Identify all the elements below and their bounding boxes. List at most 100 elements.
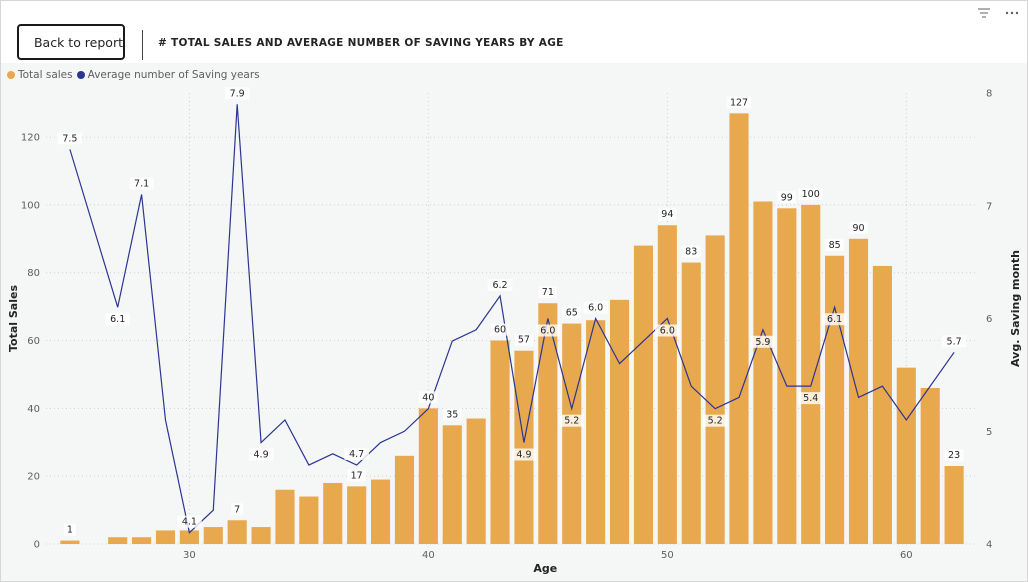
bar-label-bg <box>798 187 824 200</box>
line-label-bg <box>487 278 513 291</box>
x-tick-label: 50 <box>661 550 674 561</box>
bar-data-label: 17 <box>351 470 363 481</box>
line-label-bg <box>702 414 728 427</box>
bar-label-bg <box>538 286 558 299</box>
bar-data-label: 83 <box>685 247 697 258</box>
bar <box>896 367 916 544</box>
line-label-bg <box>177 515 202 528</box>
bar-data-label: 35 <box>446 409 458 420</box>
x-tick-label: 40 <box>422 550 435 561</box>
line-data-label: 5.2 <box>564 416 579 427</box>
legend-dot-avg-saving-years <box>76 71 85 79</box>
y-tick-label: 120 <box>21 133 40 144</box>
line-label-bg <box>248 448 274 461</box>
back-to-report-button[interactable]: Back to report <box>17 24 125 60</box>
y-tick-label: 100 <box>21 200 40 211</box>
legend-dot-total-sales <box>7 71 15 79</box>
bar <box>562 323 582 544</box>
bar <box>872 265 892 544</box>
more-options-icon[interactable] <box>1005 7 1019 19</box>
bar-data-label: 57 <box>518 335 530 346</box>
y-tick-label: 40 <box>27 404 40 415</box>
line-data-label: 4.9 <box>254 450 269 461</box>
bar <box>681 262 701 544</box>
bar-label-bg <box>63 523 76 536</box>
x-axis-title: Age <box>533 562 557 575</box>
line-label-bg <box>129 177 154 190</box>
bar <box>944 466 964 544</box>
line-label-bg <box>583 301 608 314</box>
line-data-label: 5.7 <box>947 336 962 347</box>
bar <box>538 303 558 544</box>
bar <box>251 527 271 544</box>
line-label-bg <box>750 335 776 348</box>
x-tick-label: 60 <box>900 550 913 561</box>
bar-data-label: 40 <box>422 392 434 403</box>
y-tick-label: 80 <box>27 268 40 279</box>
line-data-label: 5.4 <box>803 393 818 404</box>
bar <box>825 255 845 545</box>
bar <box>705 235 725 544</box>
bar-data-label: 71 <box>542 287 554 298</box>
legend-item-avg-saving-years[interactable]: Average number of Saving years <box>76 69 260 81</box>
bar-label-bg <box>658 208 677 221</box>
line-data-label: 4.7 <box>349 449 364 460</box>
bar <box>920 388 940 544</box>
line-data-label: 6.0 <box>660 326 675 337</box>
line-label-bg <box>535 324 561 337</box>
bar <box>394 455 415 544</box>
line-data-label: 6.1 <box>110 314 125 325</box>
back-button-label: Back to report <box>33 34 123 50</box>
bar <box>108 537 128 544</box>
bar <box>729 113 749 545</box>
line-label-bg <box>655 324 680 337</box>
bar-data-label: 7 <box>234 504 240 515</box>
legend-label-avg-saving-years: Average number of Saving years <box>87 69 260 81</box>
bar <box>371 479 391 544</box>
line-label-bg <box>941 335 967 348</box>
bar-label-bg <box>849 221 868 234</box>
bar <box>179 530 199 544</box>
line-data-label: 6.1 <box>827 314 842 325</box>
bar-data-label: 90 <box>852 223 864 234</box>
bar <box>466 418 486 544</box>
bar <box>586 320 606 544</box>
bar-label-bg <box>514 333 534 346</box>
bar <box>801 204 821 544</box>
bar-data-label: 60 <box>494 325 506 336</box>
y2-tick-label: 7 <box>986 201 992 212</box>
line-data-label: 5.9 <box>755 337 770 348</box>
visual-header: Back to report # TOTAL SALES AND AVERAGE… <box>1 1 1027 63</box>
bar-label-bg <box>944 449 964 462</box>
bar-label-bg <box>682 245 701 258</box>
y2-tick-label: 8 <box>986 89 992 100</box>
y-tick-label: 20 <box>27 472 40 483</box>
y2-tick-label: 4 <box>986 540 992 551</box>
x-tick-label: 30 <box>183 550 196 561</box>
bar-data-label: 23 <box>948 450 960 461</box>
line-data-label: 4.1 <box>182 517 197 528</box>
chart-legend: Total sales Average number of Saving yea… <box>7 69 264 81</box>
line-label-bg <box>798 392 824 405</box>
filter-icon[interactable] <box>977 7 991 19</box>
bar-label-bg <box>490 323 510 336</box>
bar-label-bg <box>562 306 581 319</box>
bar <box>609 299 630 544</box>
line-label-bg <box>224 87 250 100</box>
line-label-bg <box>822 313 847 326</box>
legend-item-total-sales[interactable]: Total sales <box>7 69 73 81</box>
y-axis-title: Total Sales <box>7 285 20 352</box>
bar <box>442 425 462 544</box>
header-divider <box>142 30 143 60</box>
line-data-label: 5.2 <box>708 416 723 427</box>
y2-tick-label: 6 <box>986 314 992 325</box>
bar-label-bg <box>231 503 244 516</box>
bar-data-label: 94 <box>661 209 673 220</box>
bar <box>347 486 367 544</box>
bar-data-label: 127 <box>730 97 748 108</box>
bar-data-label: 100 <box>802 189 820 200</box>
bar-label-bg <box>347 469 366 482</box>
bar <box>657 225 677 545</box>
line-data-label: 7.9 <box>230 88 245 99</box>
